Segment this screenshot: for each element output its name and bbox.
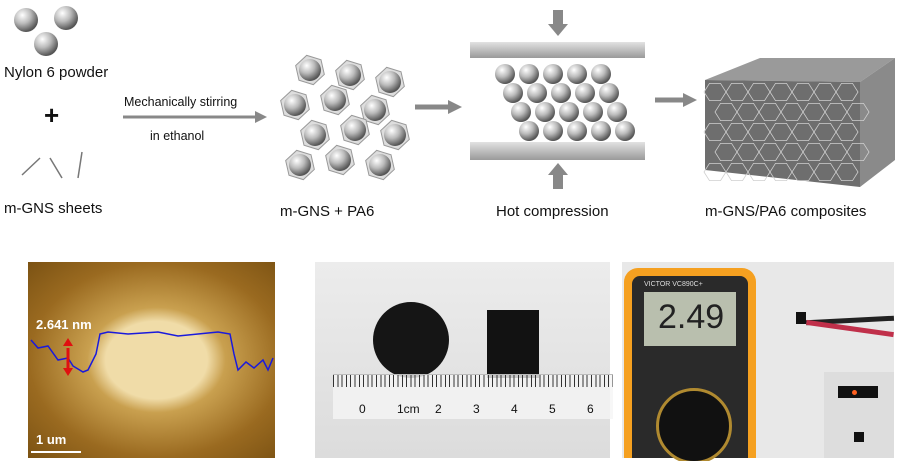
arrow-2 [415,100,462,114]
particle [284,94,306,116]
height-profile-line [30,331,274,373]
afm-height-label: 2.641 nm [36,317,92,332]
particle [519,121,539,141]
particle [364,99,386,121]
particle [344,119,366,141]
lcd-display: 2.49 [644,292,736,346]
ruler-tick-label: 4 [511,402,518,416]
particle [583,102,603,122]
particle [591,121,611,141]
circular-sample [373,302,449,378]
particle [324,89,346,111]
meter-reading: 2.49 [658,298,725,336]
ruler-tick-label: 0 [359,402,366,416]
composite-cube-icon [703,58,895,187]
ruler-tick-label: 6 [587,402,594,416]
square-sample [487,310,539,378]
rotary-dial[interactable] [656,388,732,461]
particle [607,102,627,122]
multimeter-photo: VICTOR VC890C+ 2.49 [622,262,895,461]
label-nylon: Nylon 6 powder [4,64,109,81]
label-composites: m-GNS/PA6 composites [705,203,867,220]
afm-scale-bar-label: 1 um [36,432,67,447]
particle [535,102,555,122]
label-ethanol: in ethanol [150,129,205,143]
particle [304,124,326,146]
plus-sign: + [44,100,60,130]
particle [289,154,311,176]
ruler-tick-label: 3 [473,402,480,416]
particle [379,71,401,93]
particle [559,102,579,122]
label-hot-compression: Hot compression [496,203,609,220]
ruler-tick-label: 2 [435,402,442,416]
particle [329,149,351,171]
particle [519,64,539,84]
sample-photo: 0 1cm 2 3 4 5 6 [315,262,613,458]
particle [575,83,595,103]
particle [599,83,619,103]
label-stirring: Mechanically stirring [124,95,238,109]
multimeter: VICTOR VC890C+ 2.49 [624,268,756,461]
nylon-powder-icon [14,6,78,56]
particle [339,64,361,86]
hot-press-icon [470,10,645,189]
particle [384,124,406,146]
afm-image: 2.641 nm 1 um [28,262,275,458]
label-sheets: m-GNS sheets [4,200,103,217]
particle [511,102,531,122]
meter-brand: VICTOR VC890C+ [644,281,703,288]
ruler-tick-label: 5 [549,402,556,416]
particle [369,154,391,176]
particle [615,121,635,141]
particle [543,64,563,84]
particle [299,59,321,81]
led-circuit-photo [824,372,894,458]
particle [567,64,587,84]
gns-pa6-particles-icon [280,54,410,181]
particle [591,64,611,84]
particle [543,121,563,141]
particle [527,83,547,103]
particle [567,121,587,141]
particle [551,83,571,103]
particle [495,64,515,84]
ruler [333,374,613,419]
ruler-tick-label: 1cm [397,402,420,416]
label-mix: m-GNS + PA6 [280,203,375,220]
particle [503,83,523,103]
arrow-stirring [123,111,267,123]
gns-sheets-icon [21,151,83,179]
sample-with-probes [796,312,806,324]
arrow-3 [655,93,697,107]
